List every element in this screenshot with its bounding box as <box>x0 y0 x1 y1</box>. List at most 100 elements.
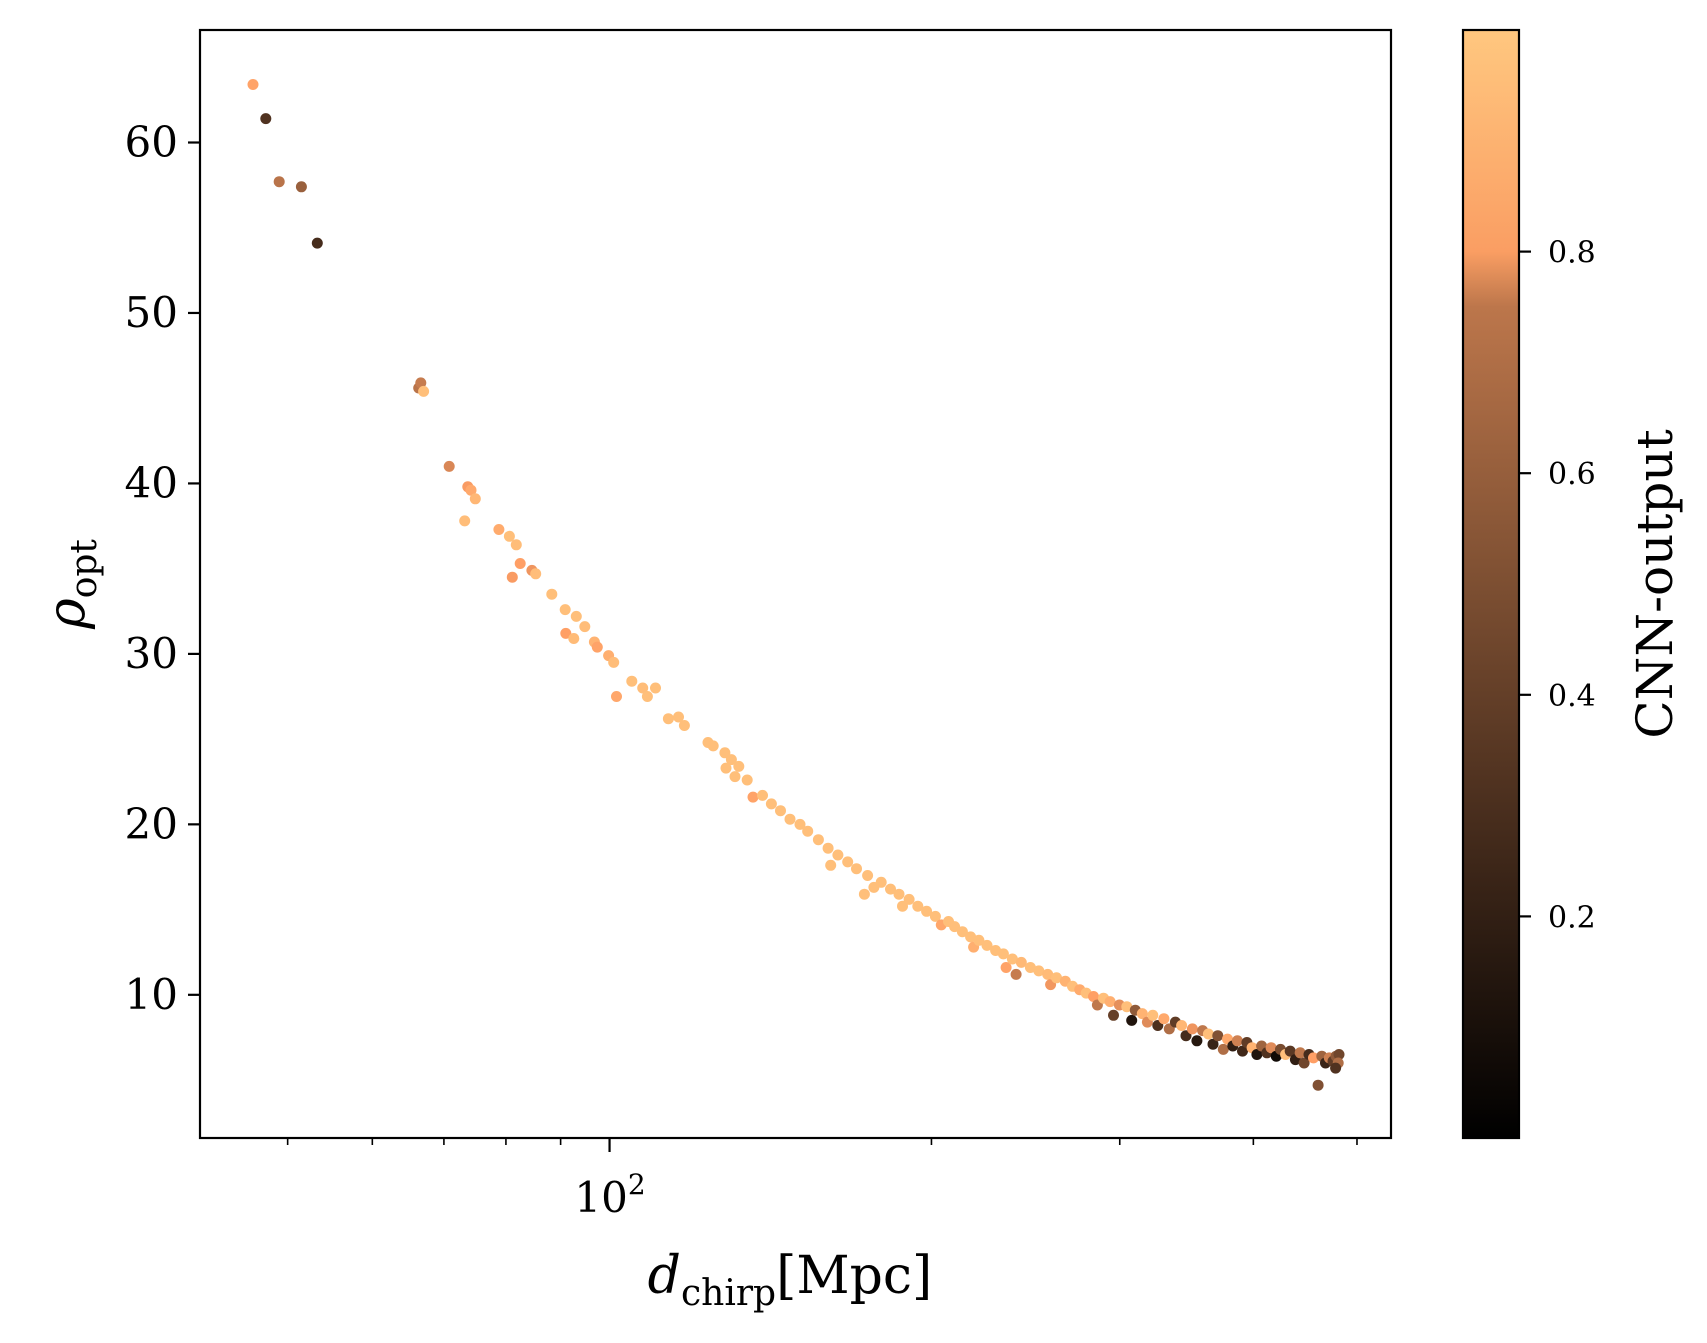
colorbar-tick-label: 0.4 <box>1548 679 1596 714</box>
data-point <box>973 934 985 946</box>
data-point <box>503 530 515 542</box>
data-point <box>1298 1057 1310 1069</box>
data-point <box>650 682 661 694</box>
data-point <box>862 870 874 881</box>
data-point <box>673 711 684 723</box>
data-point <box>469 493 481 505</box>
data-point <box>1186 1023 1198 1035</box>
data-point <box>720 762 732 774</box>
data-point <box>570 610 582 622</box>
data-point <box>1051 972 1062 984</box>
plot-frame <box>198 28 1393 1140</box>
data-point <box>842 856 854 868</box>
data-point <box>273 176 285 188</box>
colorbar: 0.2 0.4 0.6 0.8 CNN-output <box>1461 28 1684 1140</box>
data-point <box>1212 1030 1224 1042</box>
data-point <box>1231 1035 1243 1047</box>
y-tick-label: 40 <box>125 458 178 507</box>
data-point <box>1237 1045 1248 1057</box>
data-point <box>747 791 759 803</box>
data-point <box>559 604 571 616</box>
data-point <box>825 859 837 871</box>
data-point <box>637 682 649 694</box>
data-point <box>1176 1020 1188 1031</box>
data-point <box>725 754 737 766</box>
data-point <box>851 863 862 875</box>
data-point <box>929 910 941 922</box>
data-point <box>260 113 272 125</box>
data-point <box>997 948 1009 960</box>
data-point <box>1265 1042 1277 1054</box>
data-point <box>822 842 834 854</box>
data-point <box>514 558 526 569</box>
data-point <box>1333 1049 1345 1060</box>
data-point <box>608 656 620 668</box>
data-point <box>1104 996 1116 1008</box>
data-point <box>1126 1014 1138 1026</box>
colorbar-label: CNN-output <box>1626 429 1684 738</box>
data-point <box>1088 991 1099 1002</box>
data-point <box>678 720 690 731</box>
data-point <box>897 900 908 912</box>
data-point <box>443 460 455 472</box>
data-point <box>1312 1079 1324 1091</box>
data-point <box>1330 1062 1342 1074</box>
data-point <box>1158 1013 1170 1025</box>
data-point <box>1136 1008 1148 1020</box>
data-point <box>1284 1045 1296 1057</box>
data-point <box>965 931 977 943</box>
y-tick-label: 10 <box>125 970 178 1019</box>
data-point <box>1015 956 1027 968</box>
data-point <box>568 633 580 644</box>
data-point <box>875 876 887 888</box>
data-point <box>707 740 719 752</box>
data-point <box>981 939 993 951</box>
data-point <box>775 805 786 817</box>
data-point <box>1147 1009 1159 1021</box>
data-point <box>591 641 603 653</box>
data-point <box>1294 1047 1306 1059</box>
data-point <box>1191 1035 1203 1047</box>
data-point <box>415 377 427 389</box>
data-point <box>1042 968 1054 980</box>
data-point <box>784 813 796 825</box>
data-point <box>626 675 638 687</box>
data-point <box>1207 1038 1219 1050</box>
data-point <box>741 774 753 786</box>
data-point <box>893 888 905 900</box>
data-point <box>510 539 522 551</box>
data-point <box>465 484 477 496</box>
data-point <box>247 79 259 90</box>
data-point <box>1308 1052 1319 1064</box>
y-tick-label: 30 <box>125 629 178 678</box>
y-axis-ticks: 10 20 30 40 50 60 <box>125 118 200 1019</box>
data-point <box>506 571 518 583</box>
colorbar-gradient <box>1461 28 1521 1140</box>
data-point <box>560 627 572 639</box>
data-point <box>459 515 471 527</box>
data-point <box>719 747 731 759</box>
scatter-points <box>247 79 1345 1091</box>
data-point <box>757 789 768 801</box>
data-point <box>1121 1001 1133 1013</box>
data-point <box>493 524 505 535</box>
data-point <box>546 588 558 600</box>
y-tick-label: 60 <box>125 118 178 167</box>
y-tick-label: 20 <box>125 799 178 848</box>
data-point <box>1217 1043 1229 1055</box>
data-point <box>1033 965 1045 977</box>
data-point <box>921 905 933 917</box>
data-point <box>858 888 870 900</box>
colorbar-ticks: 0.2 0.4 0.6 0.8 <box>1519 236 1596 935</box>
x-axis-ticks <box>286 1138 1358 1152</box>
data-point <box>765 798 777 810</box>
data-point <box>641 691 653 702</box>
colorbar-tick-label: 0.8 <box>1548 236 1596 271</box>
data-point <box>1010 968 1022 980</box>
data-point <box>1108 1009 1119 1021</box>
data-point <box>912 900 924 912</box>
x-axis-label: dchirp[Mpc] <box>648 1246 933 1314</box>
data-point <box>903 893 915 905</box>
data-point <box>1024 962 1036 973</box>
